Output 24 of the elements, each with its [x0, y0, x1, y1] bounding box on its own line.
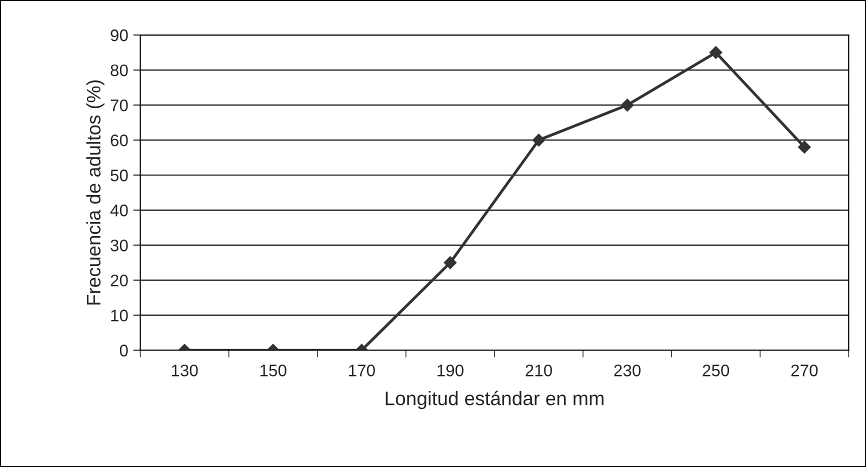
- y-tick-label: 60: [110, 134, 128, 146]
- x-tick-label: 270: [791, 364, 818, 376]
- x-tick-label: 210: [526, 364, 552, 376]
- x-tick-label: 150: [260, 364, 286, 376]
- y-tick-label: 40: [110, 204, 128, 216]
- y-tick-label: 0: [120, 344, 128, 356]
- y-tick-label: 80: [110, 64, 128, 76]
- x-axis-title: Longitud estándar en mm: [386, 390, 604, 410]
- y-tick-label: 70: [110, 99, 128, 112]
- point: [532, 134, 546, 147]
- y-tick-label: 20: [110, 274, 128, 286]
- y-tick-label: 90: [110, 29, 128, 42]
- y-tick-label: 10: [111, 310, 128, 322]
- y-axis-title: Frecuencia de adultos (%): [86, 80, 104, 305]
- x-tick-label: 250: [702, 364, 730, 376]
- point: [709, 46, 722, 59]
- x-tick-label: 170: [349, 364, 375, 376]
- y-tick-label: 50: [110, 170, 128, 182]
- y-tick-label: 30: [110, 240, 128, 252]
- point: [798, 140, 811, 154]
- x-tick-label: 130: [172, 364, 198, 376]
- x-tick-label: 230: [614, 364, 641, 376]
- point: [620, 98, 634, 112]
- x-tick-label: 190: [438, 364, 464, 376]
